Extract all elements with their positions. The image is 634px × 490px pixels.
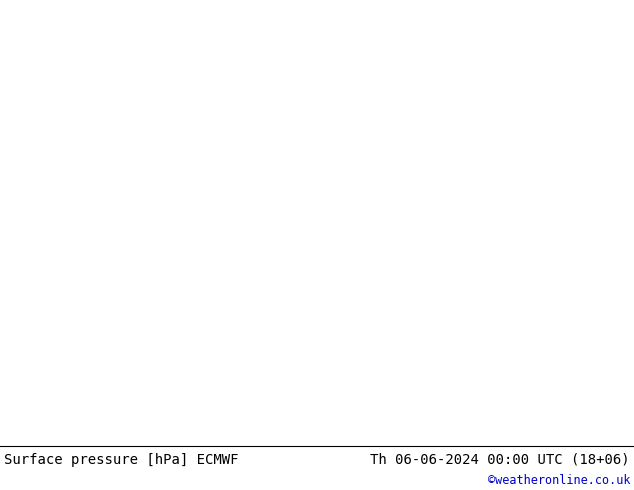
Text: Surface pressure [hPa] ECMWF: Surface pressure [hPa] ECMWF xyxy=(4,453,238,467)
Text: Th 06-06-2024 00:00 UTC (18+06): Th 06-06-2024 00:00 UTC (18+06) xyxy=(370,453,630,467)
Text: ©weatheronline.co.uk: ©weatheronline.co.uk xyxy=(488,474,630,488)
